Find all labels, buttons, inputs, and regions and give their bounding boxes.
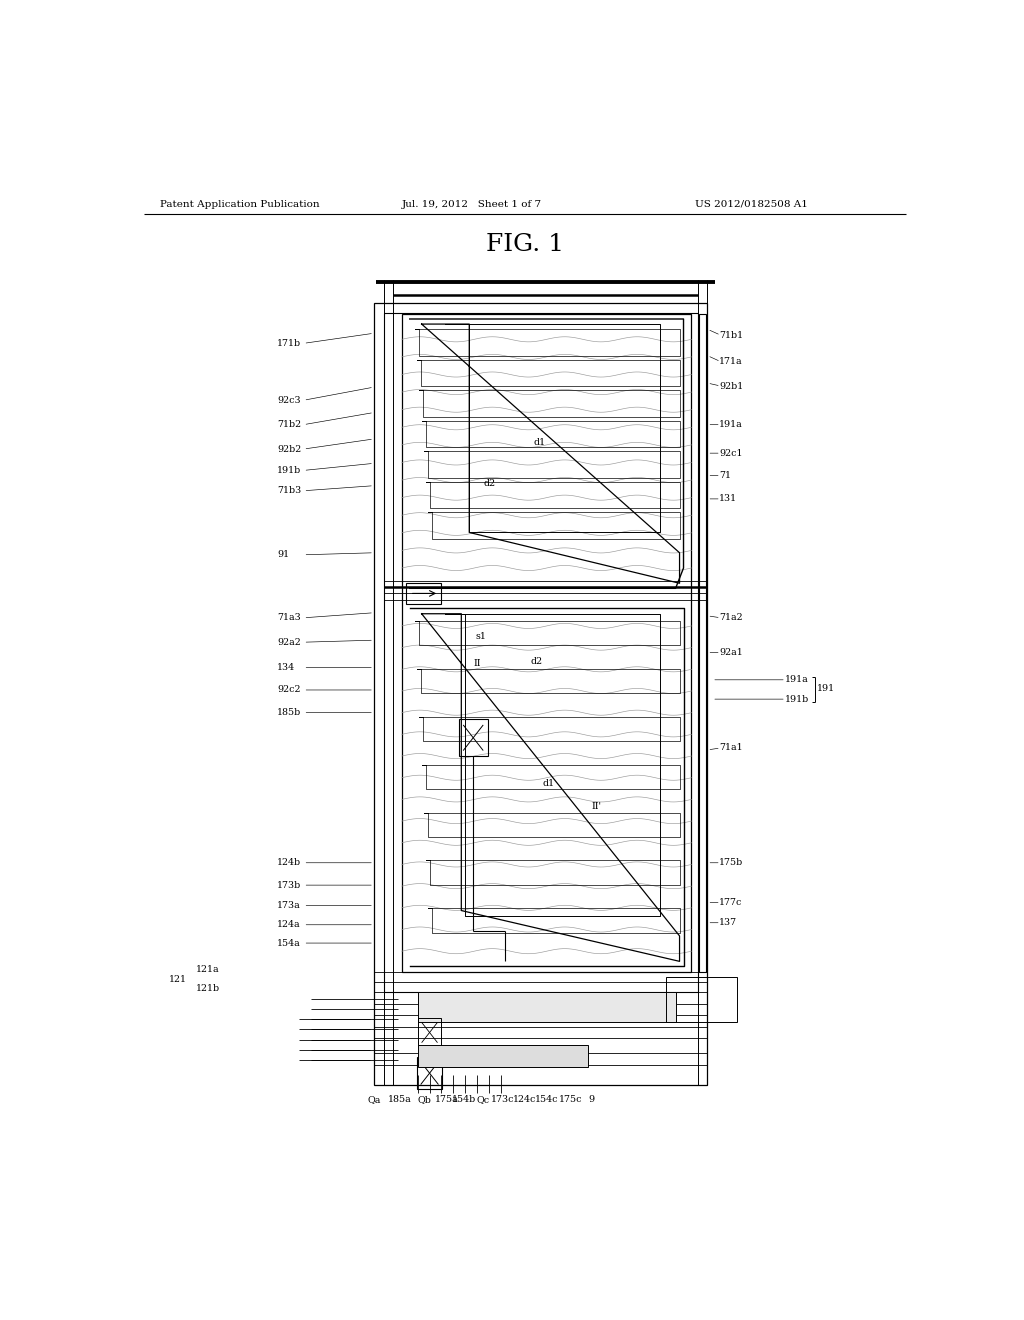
Text: 154b: 154b bbox=[453, 1096, 476, 1104]
Text: 131: 131 bbox=[719, 495, 737, 503]
Text: Qc: Qc bbox=[477, 1096, 490, 1104]
Text: 71b3: 71b3 bbox=[278, 486, 301, 495]
Text: d1: d1 bbox=[534, 438, 545, 447]
Text: 71a1: 71a1 bbox=[719, 743, 742, 752]
Text: d2: d2 bbox=[483, 479, 496, 488]
Text: 121a: 121a bbox=[196, 965, 219, 974]
Bar bbox=[406, 583, 441, 603]
Text: 175c: 175c bbox=[559, 1096, 583, 1104]
Text: 185b: 185b bbox=[278, 708, 301, 717]
Text: FIG. 1: FIG. 1 bbox=[485, 234, 564, 256]
Text: 121b: 121b bbox=[196, 985, 219, 993]
Text: 124c: 124c bbox=[513, 1096, 537, 1104]
Text: 185a: 185a bbox=[387, 1096, 412, 1104]
Text: d2: d2 bbox=[530, 657, 543, 667]
Text: 71: 71 bbox=[719, 471, 731, 480]
Text: 173b: 173b bbox=[278, 880, 301, 890]
Bar bbox=[374, 302, 708, 1085]
Text: 124a: 124a bbox=[278, 920, 301, 929]
Text: 173a: 173a bbox=[278, 902, 301, 909]
Bar bbox=[666, 977, 737, 1022]
Bar bbox=[419, 1018, 440, 1047]
Text: 92c1: 92c1 bbox=[719, 449, 742, 458]
Text: Patent Application Publication: Patent Application Publication bbox=[160, 199, 319, 209]
Bar bbox=[384, 313, 697, 991]
Bar bbox=[401, 314, 691, 972]
Text: 173c: 173c bbox=[490, 1096, 514, 1104]
Text: 92b2: 92b2 bbox=[278, 445, 301, 454]
Text: 91: 91 bbox=[278, 550, 290, 560]
Text: Qa: Qa bbox=[368, 1096, 381, 1104]
Bar bbox=[459, 719, 487, 756]
Text: 92a2: 92a2 bbox=[278, 638, 301, 647]
Text: 171b: 171b bbox=[278, 339, 301, 348]
Text: 92a1: 92a1 bbox=[719, 648, 743, 657]
Text: 175b: 175b bbox=[719, 858, 743, 867]
Text: 92c2: 92c2 bbox=[278, 685, 301, 694]
Bar bbox=[418, 991, 676, 1022]
Text: II: II bbox=[473, 659, 481, 668]
Text: 154a: 154a bbox=[278, 939, 301, 948]
Bar bbox=[418, 1044, 588, 1067]
Text: 71a3: 71a3 bbox=[278, 614, 301, 622]
Text: 191b: 191b bbox=[278, 466, 301, 475]
Text: 92c3: 92c3 bbox=[278, 396, 301, 405]
Text: 191b: 191b bbox=[785, 694, 809, 704]
Bar bbox=[417, 1057, 442, 1089]
Text: 92b1: 92b1 bbox=[719, 381, 743, 391]
Text: 124b: 124b bbox=[278, 858, 301, 867]
Text: 71b1: 71b1 bbox=[719, 331, 743, 339]
Text: Jul. 19, 2012   Sheet 1 of 7: Jul. 19, 2012 Sheet 1 of 7 bbox=[401, 199, 542, 209]
Text: Qb: Qb bbox=[418, 1096, 432, 1104]
Text: US 2012/0182508 A1: US 2012/0182508 A1 bbox=[695, 199, 808, 209]
Text: II': II' bbox=[591, 803, 601, 812]
Text: 154c: 154c bbox=[536, 1096, 559, 1104]
Text: 71b2: 71b2 bbox=[278, 420, 301, 429]
Text: 121: 121 bbox=[169, 975, 187, 985]
Text: 191: 191 bbox=[817, 685, 835, 693]
Text: 71a2: 71a2 bbox=[719, 614, 742, 622]
Text: 134: 134 bbox=[278, 663, 295, 672]
Text: s1: s1 bbox=[476, 631, 486, 640]
Bar bbox=[699, 314, 706, 972]
Text: 137: 137 bbox=[719, 919, 737, 927]
Text: 191a: 191a bbox=[785, 676, 809, 684]
Text: 175a: 175a bbox=[435, 1096, 459, 1104]
Text: 9: 9 bbox=[589, 1096, 595, 1104]
Text: 177c: 177c bbox=[719, 898, 742, 907]
Text: 191a: 191a bbox=[719, 420, 743, 429]
Text: 171a: 171a bbox=[719, 358, 742, 366]
Text: d1: d1 bbox=[543, 779, 555, 788]
